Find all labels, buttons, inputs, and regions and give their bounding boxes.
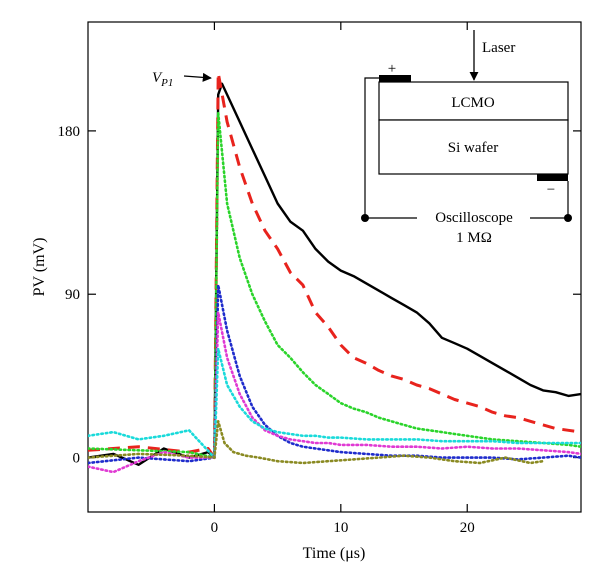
x-tick-label: 0 <box>211 520 219 536</box>
x-tick-label: 20 <box>460 520 475 536</box>
si-wafer-layer <box>378 119 569 175</box>
vp1-label: VP1 <box>152 70 173 89</box>
left-terminal <box>361 214 369 222</box>
vp1-annotation: VP1 <box>152 70 212 89</box>
minus-label: − <box>547 182 555 198</box>
left-wire <box>364 77 417 219</box>
tick-labels: 0 10 20 0 90 180 <box>58 124 475 536</box>
series-line-1 <box>88 82 581 466</box>
series-line-3 <box>88 111 581 459</box>
series-line-2 <box>88 71 581 460</box>
series-layer <box>88 71 581 474</box>
oscilloscope-label: Oscilloscope <box>435 210 513 226</box>
series-line-6 <box>88 347 581 459</box>
y-tick-label: 0 <box>73 451 81 467</box>
right-terminal <box>564 214 572 222</box>
series-line-7 <box>88 420 545 465</box>
y-tick-label: 90 <box>65 287 80 303</box>
si-wafer-label: Si wafer <box>448 140 498 156</box>
vp1-arrow <box>183 72 212 82</box>
plot-frame <box>87 21 582 513</box>
series-line-4 <box>88 283 581 465</box>
y-axis-label: PV (mV) <box>31 238 48 297</box>
lcmo-label: LCMO <box>451 95 495 111</box>
series-line-5 <box>88 311 581 474</box>
oscilloscope-impedance-label: 1 MΩ <box>456 230 492 246</box>
x-axis-label: Time (μs) <box>303 545 366 562</box>
axis-ticks <box>88 22 581 512</box>
lcmo-layer <box>378 81 569 121</box>
circuit-inset: Laser LCMO Si wafer + − Oscilloscope 1 M… <box>361 30 572 246</box>
top-electrode <box>379 75 411 82</box>
plus-label: + <box>388 61 396 77</box>
bottom-electrode <box>537 174 568 181</box>
y-tick-label: 180 <box>58 124 81 140</box>
laser-label: Laser <box>482 40 515 56</box>
x-tick-label: 10 <box>333 520 348 536</box>
